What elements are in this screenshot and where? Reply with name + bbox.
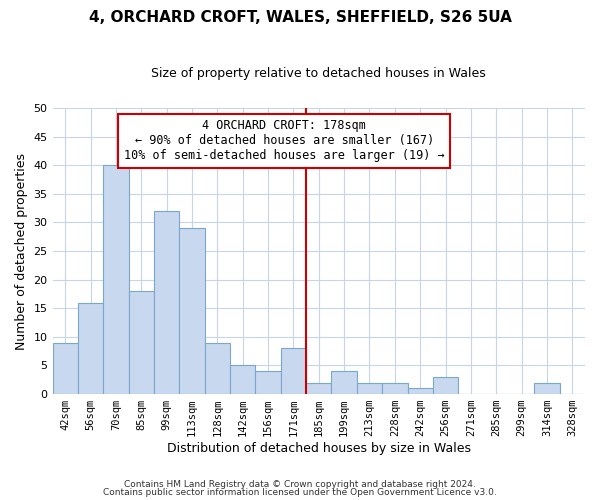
Bar xyxy=(103,166,128,394)
Y-axis label: Number of detached properties: Number of detached properties xyxy=(15,152,28,350)
X-axis label: Distribution of detached houses by size in Wales: Distribution of detached houses by size … xyxy=(167,442,471,455)
Bar xyxy=(128,291,154,394)
Text: Contains HM Land Registry data © Crown copyright and database right 2024.: Contains HM Land Registry data © Crown c… xyxy=(124,480,476,489)
Bar xyxy=(382,382,407,394)
Bar xyxy=(154,211,179,394)
Bar xyxy=(331,371,357,394)
Bar xyxy=(256,371,281,394)
Bar xyxy=(78,302,103,394)
Bar xyxy=(53,342,78,394)
Bar xyxy=(306,382,331,394)
Bar xyxy=(357,382,382,394)
Bar xyxy=(205,342,230,394)
Bar xyxy=(230,366,256,394)
Bar xyxy=(534,382,560,394)
Text: 4, ORCHARD CROFT, WALES, SHEFFIELD, S26 5UA: 4, ORCHARD CROFT, WALES, SHEFFIELD, S26 … xyxy=(89,10,511,25)
Text: Contains public sector information licensed under the Open Government Licence v3: Contains public sector information licen… xyxy=(103,488,497,497)
Bar xyxy=(433,377,458,394)
Bar xyxy=(281,348,306,394)
Bar xyxy=(407,388,433,394)
Text: 4 ORCHARD CROFT: 178sqm
← 90% of detached houses are smaller (167)
10% of semi-d: 4 ORCHARD CROFT: 178sqm ← 90% of detache… xyxy=(124,120,445,162)
Bar xyxy=(179,228,205,394)
Title: Size of property relative to detached houses in Wales: Size of property relative to detached ho… xyxy=(151,68,486,80)
